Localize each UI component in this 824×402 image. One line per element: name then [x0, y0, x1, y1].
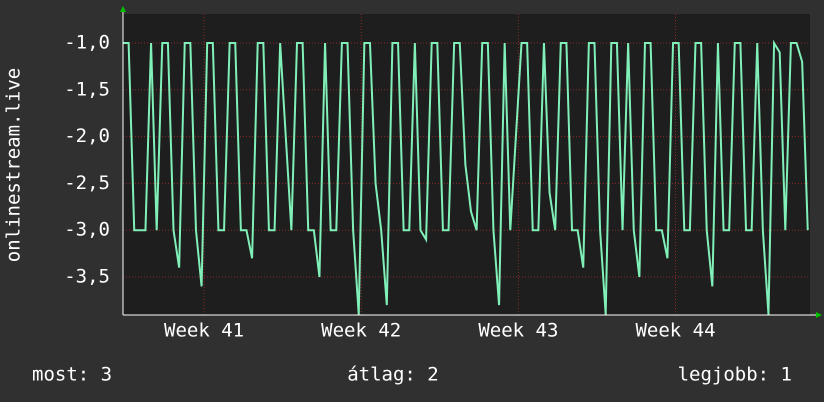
- x-arrow: [816, 312, 822, 318]
- x-tick-label: Week 44: [635, 320, 715, 342]
- summary-average: átlag: 2: [347, 364, 439, 386]
- y-tick-label: -3,0: [64, 219, 110, 241]
- x-tick-label: Week 43: [478, 320, 558, 342]
- y-tick-label: -1,5: [64, 78, 110, 100]
- summary-current: most: 3: [32, 364, 112, 386]
- y-axis-label: onlinestream.live: [3, 68, 25, 262]
- summary-best: legjobb: 1: [678, 364, 792, 386]
- y-tick-label: -3,5: [64, 266, 110, 288]
- x-tick-label: Week 41: [164, 320, 244, 342]
- y-tick-label: -2,5: [64, 172, 110, 194]
- data-line: [123, 39, 809, 315]
- y-tick-label: -2,0: [64, 125, 110, 147]
- y-arrow: [120, 6, 126, 12]
- y-tick-label: -1,0: [64, 32, 110, 54]
- x-tick-label: Week 42: [321, 320, 401, 342]
